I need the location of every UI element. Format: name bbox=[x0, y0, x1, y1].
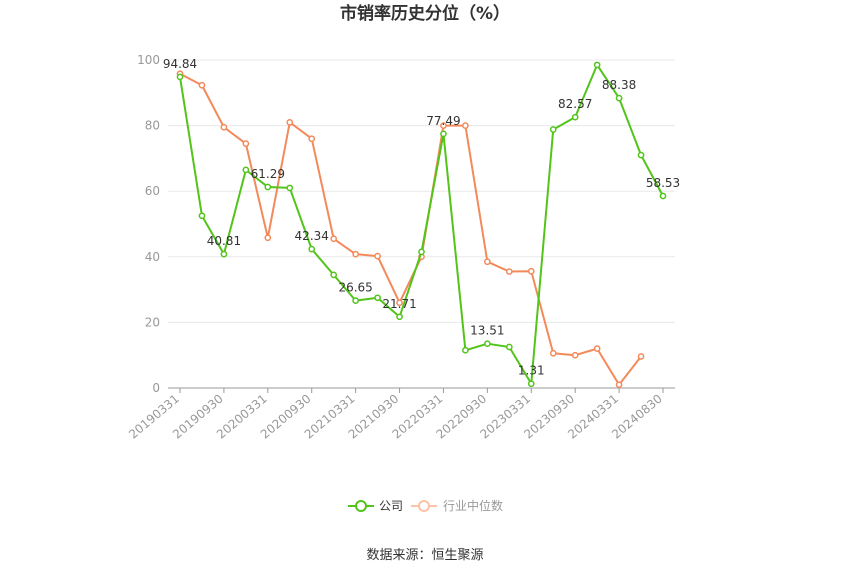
company-line bbox=[179, 63, 664, 385]
company-point bbox=[527, 380, 535, 388]
y-tick-label: 20 bbox=[145, 315, 160, 329]
data-label: 42.34 bbox=[295, 229, 329, 243]
data-label: 82.57 bbox=[558, 97, 592, 111]
data-label: 58.53 bbox=[646, 176, 680, 190]
industry-line bbox=[179, 72, 642, 386]
legend-item-industry[interactable]: 行业中位数 bbox=[411, 498, 503, 513]
industry-point bbox=[615, 381, 623, 389]
industry-point bbox=[242, 140, 250, 147]
company-point bbox=[505, 343, 513, 351]
y-tick-label: 80 bbox=[145, 119, 160, 133]
industry-point bbox=[330, 235, 338, 243]
grid-lines bbox=[168, 59, 675, 323]
company-point bbox=[286, 184, 294, 192]
data-label: 26.65 bbox=[338, 281, 372, 295]
company-point bbox=[637, 151, 645, 159]
data-labels: 94.84 40.81 61.29 42.34 26.65 21.71 77.49 13.51… bbox=[163, 57, 680, 378]
company-point bbox=[330, 271, 338, 279]
company-point bbox=[615, 94, 623, 102]
company-point bbox=[571, 113, 579, 121]
industry-point bbox=[352, 250, 359, 258]
x-axis: 2019033120190930202003312020093020210331… bbox=[126, 387, 675, 442]
data-label: 94.84 bbox=[163, 57, 197, 71]
industry-point bbox=[571, 351, 579, 359]
legend-marker-company bbox=[355, 500, 367, 512]
legend-item-company[interactable]: 公司 bbox=[348, 499, 403, 513]
industry-point bbox=[374, 252, 381, 260]
data-label: 13.51 bbox=[470, 324, 504, 338]
y-tick-label: 60 bbox=[145, 184, 160, 198]
industry-point bbox=[505, 268, 513, 275]
industry-point bbox=[484, 258, 491, 266]
company-point bbox=[308, 245, 316, 253]
industry-point bbox=[549, 349, 557, 357]
company-point bbox=[176, 73, 184, 81]
industry-point bbox=[264, 234, 272, 242]
company-point bbox=[593, 61, 601, 69]
company-point bbox=[659, 192, 667, 200]
company-point bbox=[549, 126, 557, 133]
industry-point bbox=[198, 81, 206, 89]
industry-point bbox=[220, 123, 228, 131]
legend-label-company: 公司 bbox=[379, 499, 403, 513]
data-label: 21.71 bbox=[382, 297, 416, 311]
company-point bbox=[418, 248, 425, 256]
company-point bbox=[440, 130, 447, 138]
company-point bbox=[220, 250, 228, 258]
industry-point bbox=[396, 299, 403, 307]
company-point bbox=[396, 313, 403, 321]
y-tick-label: 0 bbox=[152, 381, 160, 395]
company-point bbox=[264, 183, 272, 191]
company-point bbox=[198, 212, 206, 220]
industry-point bbox=[286, 118, 294, 126]
legend-label-industry: 行业中位数 bbox=[443, 498, 503, 513]
industry-point bbox=[308, 135, 316, 143]
company-point bbox=[242, 166, 250, 174]
data-label: 77.49 bbox=[426, 114, 460, 128]
company-point bbox=[484, 340, 491, 348]
y-tick-label: 100 bbox=[137, 53, 160, 67]
industry-point bbox=[527, 267, 535, 275]
data-label: 40.81 bbox=[207, 234, 241, 248]
industry-point bbox=[593, 345, 601, 352]
company-point bbox=[462, 346, 469, 354]
y-tick-label: 40 bbox=[145, 250, 160, 264]
industry-point bbox=[440, 122, 447, 129]
data-label: 61.29 bbox=[251, 167, 285, 181]
legend-marker-industry bbox=[418, 500, 430, 512]
industry-point bbox=[462, 122, 469, 129]
series-company bbox=[176, 61, 667, 388]
data-label: 1.31 bbox=[518, 364, 545, 378]
chart-title: 市销率历史分位（%） bbox=[340, 3, 510, 24]
y-axis-ticks: 0 20 40 60 80 100 bbox=[137, 53, 160, 395]
series-industry-median bbox=[176, 70, 645, 389]
legend: 公司 行业中位数 bbox=[348, 498, 503, 513]
industry-point bbox=[637, 353, 645, 360]
company-point bbox=[352, 297, 359, 304]
source-note: 数据来源：恒生聚源 bbox=[366, 548, 483, 563]
data-label: 88.38 bbox=[602, 78, 636, 92]
company-point bbox=[374, 294, 381, 302]
